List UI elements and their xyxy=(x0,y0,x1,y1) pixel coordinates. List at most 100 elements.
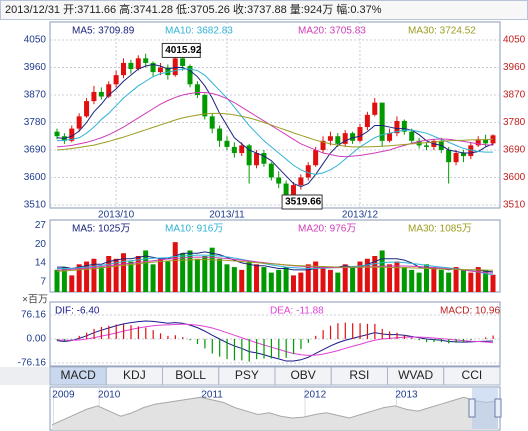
candle-body xyxy=(364,114,370,128)
legend-label: MACD: 10.96 xyxy=(440,306,500,317)
volume-bar xyxy=(113,258,119,292)
candle-body xyxy=(342,133,348,144)
y2-tick-label: 3960 xyxy=(503,62,526,73)
header-text: 2013/12/31 开:3711.66 高:3741.28 低:3705.26… xyxy=(5,2,382,16)
macd-bar xyxy=(344,322,346,339)
volume-bar xyxy=(276,269,282,292)
macd-bar xyxy=(300,338,302,350)
candle-body xyxy=(165,67,171,76)
macd-bar xyxy=(440,338,442,343)
tab-label[interactable]: RSI xyxy=(349,368,369,382)
volume-bar xyxy=(357,261,363,292)
macd-bar xyxy=(285,338,287,358)
candle-body xyxy=(394,120,400,134)
candle-body xyxy=(121,62,127,76)
high-label: 4015.92 xyxy=(165,45,202,56)
candle-body xyxy=(187,65,193,85)
y-tick-label: 7 xyxy=(40,276,46,287)
macd-bar xyxy=(352,323,354,339)
x-tick-label: 2013/12 xyxy=(342,210,379,221)
tab-label[interactable]: CCI xyxy=(462,368,483,382)
volume-bar xyxy=(372,256,378,292)
macd-bar xyxy=(226,338,228,360)
macd-bar xyxy=(78,335,80,339)
volume-bar xyxy=(172,242,178,292)
volume-bar xyxy=(387,264,393,292)
legend-label: DIF: -6.40 xyxy=(55,306,100,317)
volume-bar xyxy=(305,264,311,292)
y-tick-label: 4050 xyxy=(24,35,47,46)
macd-bar xyxy=(159,333,162,339)
candle-body xyxy=(409,131,415,141)
volume-bar xyxy=(202,256,208,292)
volume-bar xyxy=(468,272,474,292)
slider-handle[interactable] xyxy=(468,398,476,418)
macd-bar xyxy=(248,338,250,362)
legend-label: MA20: 3705.83 xyxy=(298,26,366,37)
range-slider[interactable] xyxy=(472,388,498,429)
volume-bar xyxy=(313,261,319,292)
candle-body xyxy=(91,91,97,102)
macd-bar xyxy=(219,338,221,357)
panel xyxy=(49,21,501,209)
candle-body xyxy=(313,149,319,166)
volume-bar xyxy=(128,261,134,292)
macd-bar xyxy=(123,324,125,339)
macd-bar xyxy=(189,338,191,341)
volume-bar xyxy=(335,272,341,292)
macd-bar xyxy=(145,327,147,339)
legend-label: MA5: 3709.89 xyxy=(72,26,135,37)
tab-label[interactable]: WVAD xyxy=(398,368,433,382)
macd-bar xyxy=(329,325,332,339)
y-tick-label: 0.00 xyxy=(27,334,47,345)
y-tick-label: 3780 xyxy=(24,117,47,128)
high-label-box xyxy=(161,42,201,58)
volume-bar xyxy=(298,272,304,292)
candle-body xyxy=(261,153,267,164)
candle-body xyxy=(490,135,496,144)
candle-body xyxy=(483,139,489,144)
candle-body xyxy=(475,139,481,146)
macd-bar xyxy=(182,337,184,339)
tab-label[interactable]: PSY xyxy=(235,368,259,382)
candle-body xyxy=(453,153,459,163)
slider-handle[interactable] xyxy=(494,398,502,418)
tab-label[interactable]: OBV xyxy=(290,368,315,382)
volume-bar xyxy=(483,269,489,292)
volume-bar xyxy=(283,267,289,292)
volume-bar xyxy=(246,261,252,292)
volume-bar xyxy=(364,258,370,292)
macd-bar xyxy=(448,338,450,344)
legend-label: MA10: 3682.83 xyxy=(165,26,233,37)
macd-bar xyxy=(167,335,169,339)
macd-bar xyxy=(100,327,103,339)
candle-body xyxy=(401,120,407,132)
volume-bar xyxy=(490,274,496,292)
macd-bar xyxy=(366,323,369,339)
candle-body xyxy=(135,58,141,70)
macd-bar xyxy=(174,335,176,339)
volume-bar xyxy=(217,258,223,292)
candle-body xyxy=(98,91,104,97)
candle-body xyxy=(468,145,474,157)
tab[interactable] xyxy=(443,366,501,386)
volume-bar xyxy=(54,269,60,292)
candle-body xyxy=(335,136,341,144)
volume-bar xyxy=(254,264,260,292)
candle-body xyxy=(298,177,304,186)
y-tick-label: 14 xyxy=(35,258,47,269)
macd-bar xyxy=(86,332,88,339)
tab-label[interactable]: BOLL xyxy=(175,368,206,382)
y2-tick-label: 3600 xyxy=(503,172,526,183)
tab-label[interactable]: KDJ xyxy=(123,368,146,382)
y2-tick-label: 3780 xyxy=(503,117,526,128)
volume-bar xyxy=(84,261,90,292)
volume-bar xyxy=(431,267,437,292)
candle-body xyxy=(372,102,378,115)
candle-body xyxy=(128,62,134,70)
x-tick-label: 2013/11 xyxy=(209,210,245,221)
tab-label[interactable]: MACD xyxy=(60,368,96,382)
candle-body xyxy=(231,146,237,154)
ma-line xyxy=(56,68,494,175)
candle-body xyxy=(357,127,363,141)
